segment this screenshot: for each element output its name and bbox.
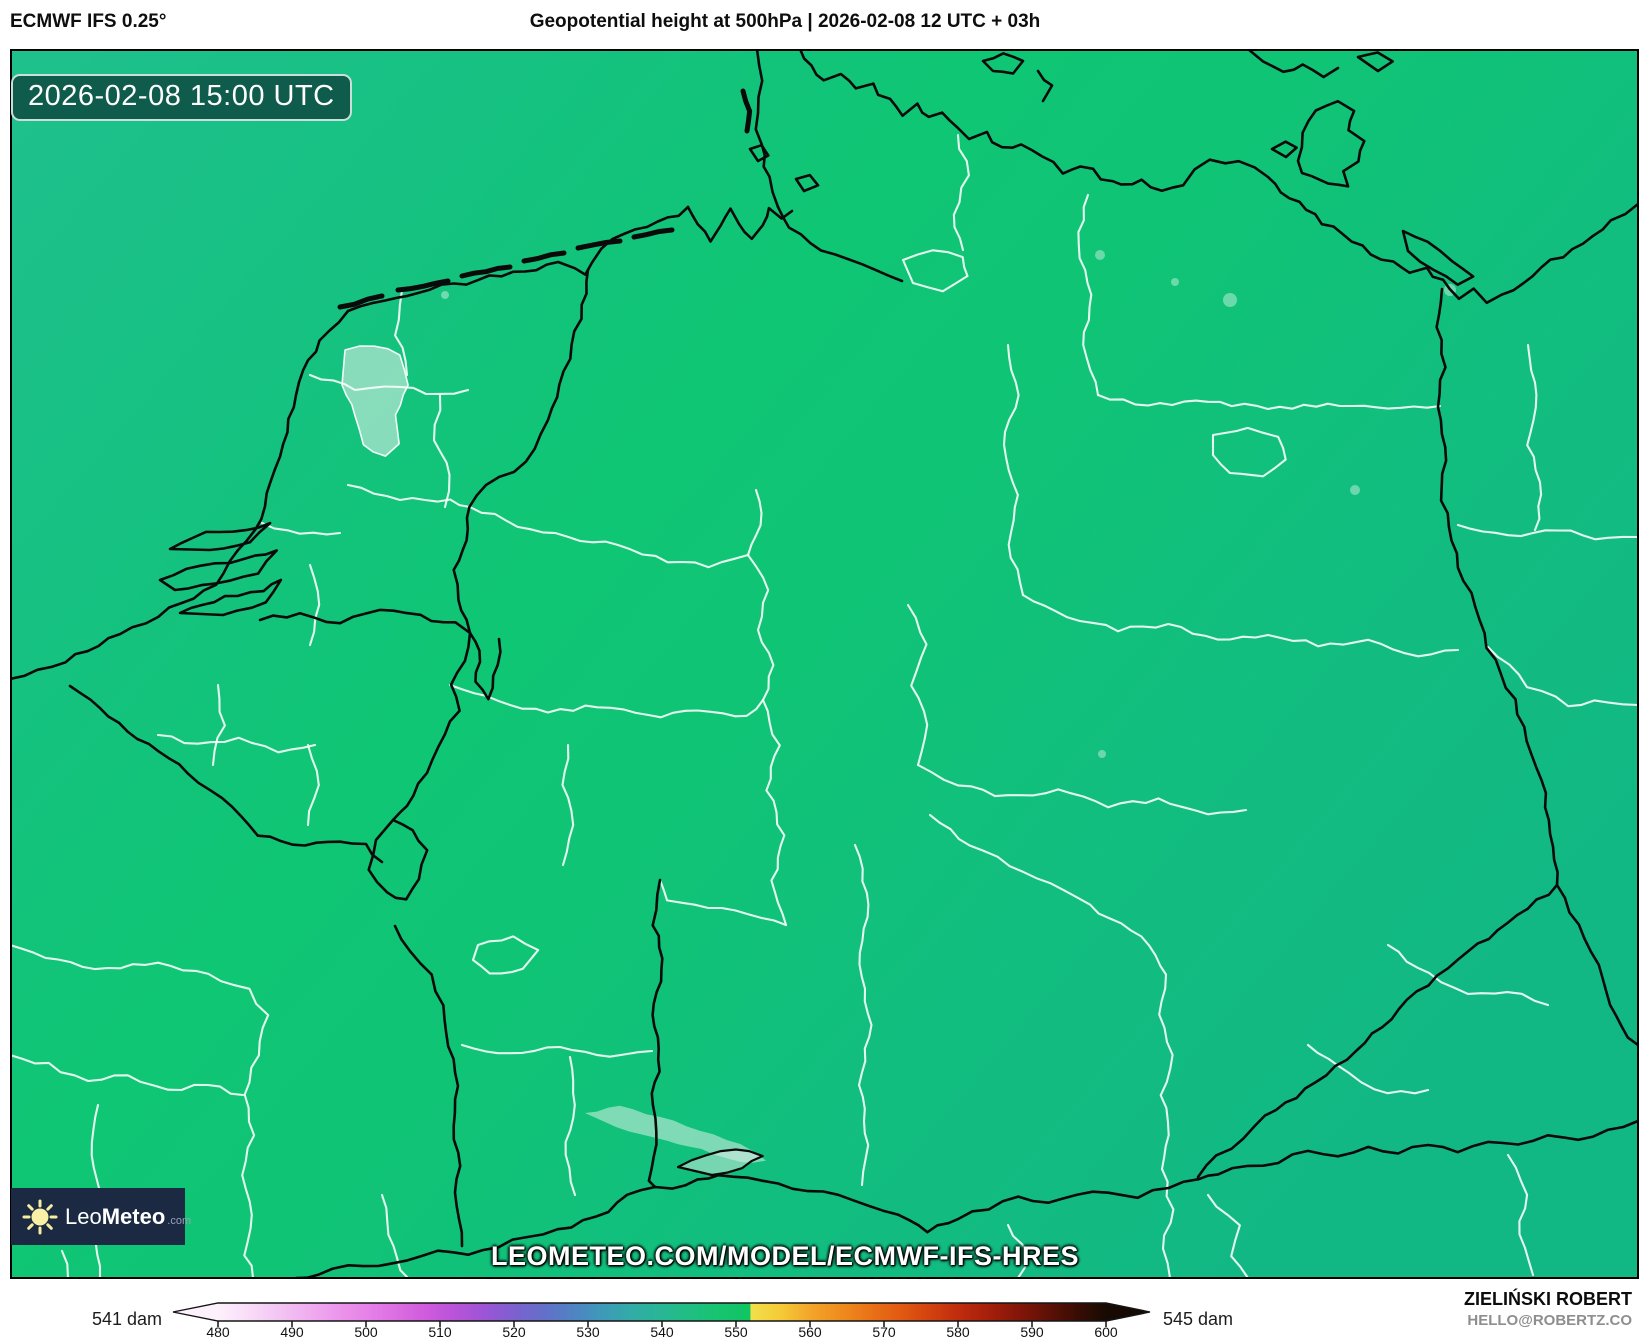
model-label: ECMWF IFS 0.25°	[10, 11, 167, 32]
colorbar-current-min-label: 541 dam	[92, 1309, 163, 1329]
colorbar-current-max-label: 545 dam	[1163, 1309, 1234, 1329]
state-borders	[10, 133, 1639, 1279]
alps-snow-patch	[585, 1105, 767, 1163]
leometeo-logo: LeoMeteo .com	[11, 1188, 191, 1245]
coastline	[754, 49, 780, 209]
lake-dot	[1350, 485, 1360, 495]
border-luxembourg	[367, 818, 429, 901]
coastline	[1036, 69, 1054, 103]
border-poland	[1435, 287, 1559, 887]
zeeland-island	[158, 549, 278, 592]
coastline	[346, 205, 690, 313]
island	[748, 143, 770, 163]
valid-time-badge: 2026-02-08 15:00 UTC	[11, 74, 352, 121]
colorbar-tick-label: 560	[798, 1324, 822, 1338]
island-ruegen	[1296, 99, 1366, 188]
lake-constance	[676, 1148, 764, 1177]
river-elbe	[776, 205, 904, 283]
islands	[337, 88, 753, 310]
sun-icon	[22, 1199, 58, 1235]
zeeland-island	[178, 578, 283, 617]
border-netherlands	[468, 631, 502, 701]
lake-dot	[1223, 293, 1237, 307]
border-belgium	[391, 631, 472, 822]
lake-ijsselmeer	[341, 345, 409, 457]
colorbar-tick-label: 600	[1094, 1324, 1118, 1338]
border-czechia	[1196, 883, 1559, 1179]
border-germany-netherlands	[452, 268, 590, 635]
border-netherlands	[258, 608, 472, 635]
island	[1270, 140, 1298, 159]
colorbar-gradient	[218, 1303, 1106, 1321]
logo-tld: .com	[167, 1215, 192, 1227]
coastline	[1246, 49, 1340, 79]
watermark-url: LEOMETEO.COM/MODEL/ECMWF-IFS-HRES	[491, 1241, 1079, 1271]
colorbar-left-arrow	[173, 1303, 218, 1321]
lake-dot	[441, 291, 449, 299]
weather-map	[10, 49, 1639, 1279]
island	[794, 173, 820, 193]
colorbar-tick-label: 500	[354, 1324, 378, 1338]
border-austria	[653, 1119, 1639, 1234]
lake-dot	[1095, 250, 1105, 260]
terrain-lakes	[341, 250, 1456, 1177]
lake-dot	[1171, 278, 1179, 286]
river-south-germany	[647, 878, 664, 1189]
colorbar-tick-label: 580	[946, 1324, 970, 1338]
colorbar-tick-label: 520	[502, 1324, 526, 1338]
map-frame	[10, 49, 1639, 1279]
island-usedom	[1401, 229, 1475, 286]
lake-dot	[1098, 750, 1106, 758]
page-title: Geopotential height at 500hPa | 2026-02-…	[529, 11, 1041, 32]
border-czechia	[1555, 883, 1639, 1047]
border-switzerland	[294, 1185, 657, 1279]
colorbar-tick-label: 540	[650, 1324, 674, 1338]
colorbar-tick-label: 490	[280, 1324, 304, 1338]
coastline	[686, 205, 794, 243]
colorbar-tick-label: 530	[576, 1324, 600, 1338]
island-fehmarn	[981, 52, 1025, 75]
colorbar-tick-label: 550	[724, 1324, 748, 1338]
colorbar-right-arrow	[1106, 1303, 1150, 1321]
colorbar-tick-label: 510	[428, 1324, 452, 1338]
zeeland-island	[168, 521, 272, 552]
country-borders	[10, 49, 1639, 1279]
geopotential-field	[10, 49, 1639, 1279]
colorbar-tick-label: 570	[872, 1324, 896, 1338]
logo-wordmark: LeoMeteo	[65, 1203, 166, 1229]
colorbar: 480 490 500 510 520 530 540 550 560 570 580 590 600	[172, 1302, 1151, 1338]
colorbar-tick-label: 590	[1020, 1324, 1044, 1338]
credit-author: ZIELIŃSKI ROBERT	[1463, 1289, 1632, 1309]
baltic-coast	[798, 49, 1639, 305]
credit-email: HELLO@ROBERTZ.CO	[1467, 1312, 1632, 1329]
border-france	[68, 684, 384, 864]
border-france	[393, 924, 464, 1248]
island	[1356, 51, 1394, 73]
colorbar-tick-label: 480	[206, 1324, 230, 1338]
